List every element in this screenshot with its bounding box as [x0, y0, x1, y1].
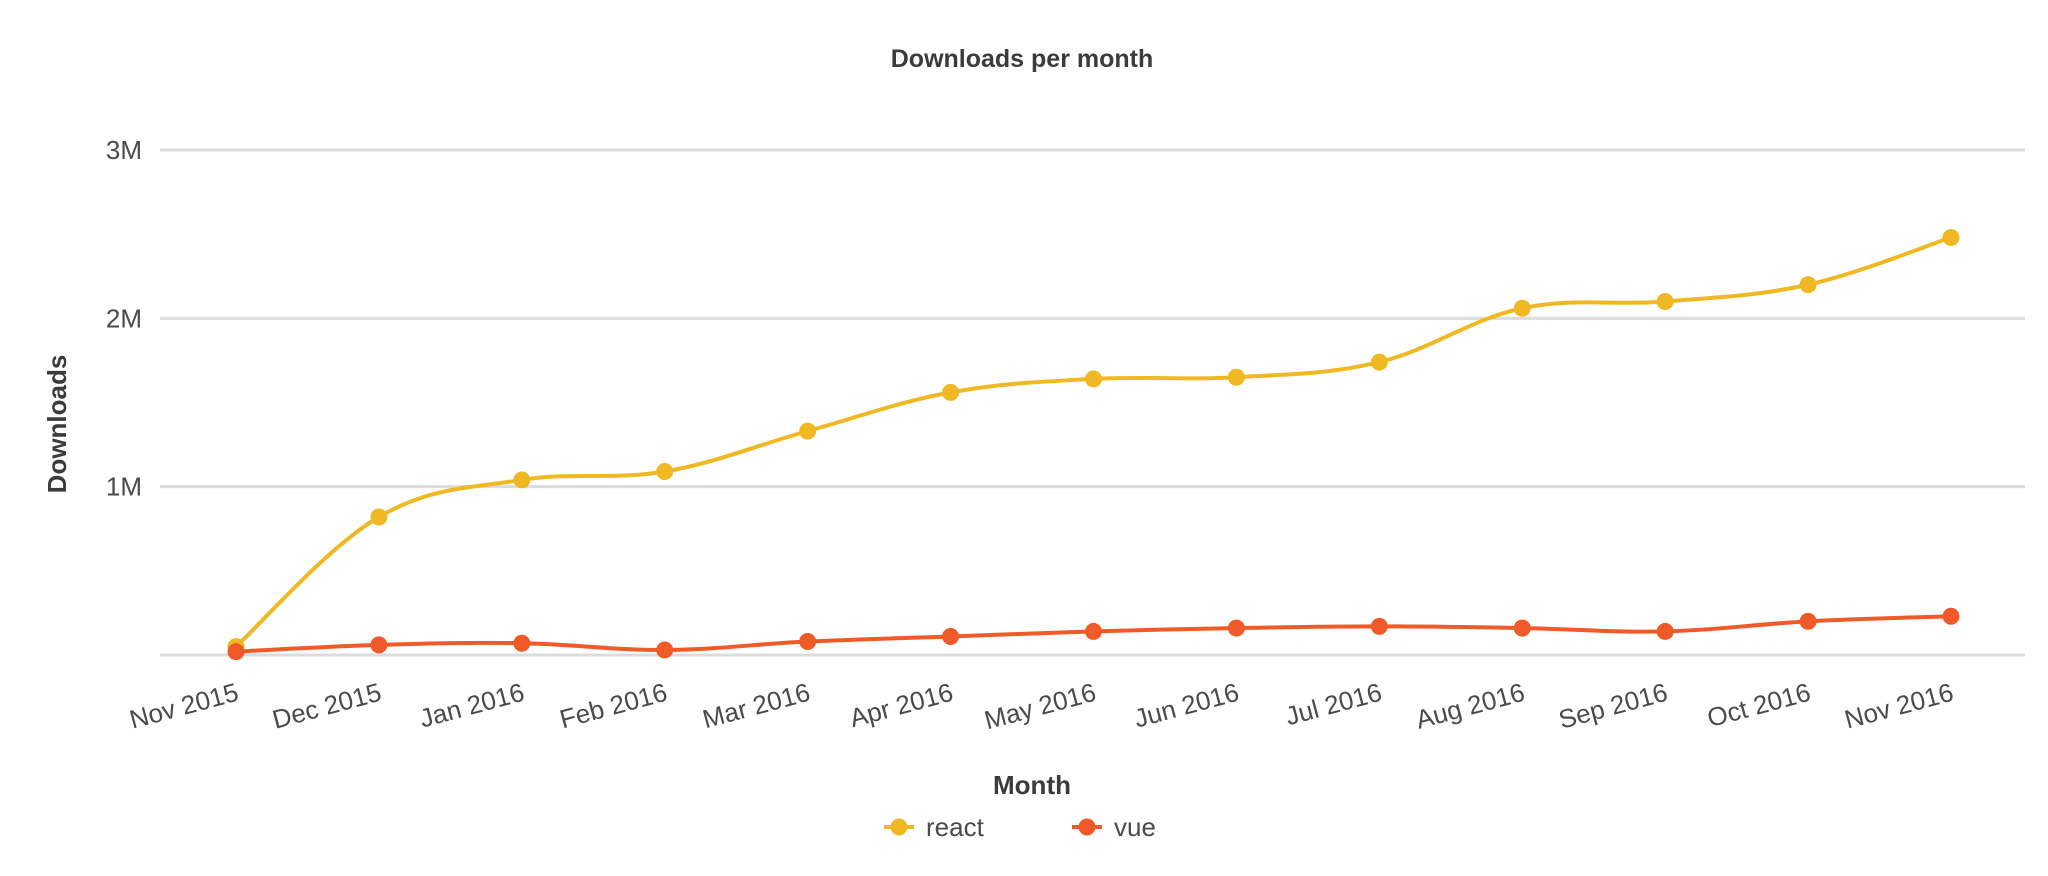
x-tick-label: Feb 2016 [556, 677, 670, 734]
x-tick-label: Apr 2016 [846, 677, 956, 733]
x-tick-label: Oct 2016 [1704, 677, 1814, 733]
series-vue [227, 607, 1960, 661]
x-tick-label: Jul 2016 [1282, 677, 1385, 731]
data-point-vue[interactable] [513, 634, 531, 652]
legend-item-react[interactable]: react [884, 812, 985, 842]
legend-label: vue [1114, 812, 1156, 842]
data-point-react[interactable] [1656, 293, 1674, 310]
chart-title: Downloads per month [891, 45, 1154, 73]
y-axis-title: Downloads [42, 355, 72, 494]
y-tick-label: 1M [106, 472, 142, 502]
data-point-vue[interactable] [1227, 619, 1245, 637]
x-tick-label: Aug 2016 [1413, 677, 1528, 735]
x-tick-label: Jan 2016 [416, 677, 527, 734]
data-point-react[interactable] [942, 383, 960, 401]
x-axis-title: Month [993, 770, 1071, 800]
data-point-vue[interactable] [1513, 619, 1531, 637]
x-tick-label: Sep 2016 [1555, 677, 1670, 735]
y-axis-ticks: 1M 2M 3M [106, 135, 142, 502]
gridlines [160, 148, 2025, 657]
x-tick-label: Dec 2015 [269, 677, 384, 735]
data-point-vue[interactable] [1656, 622, 1674, 640]
data-point-react[interactable] [1227, 368, 1245, 386]
data-point-react[interactable] [1085, 370, 1102, 388]
data-point-react[interactable] [1370, 353, 1388, 371]
series-line-react [234, 235, 1952, 649]
data-point-vue[interactable] [942, 627, 960, 645]
y-tick-label: 2M [106, 303, 142, 333]
series-layer [227, 229, 1960, 661]
legend-label: react [926, 812, 985, 842]
x-tick-label: Nov 2015 [126, 677, 241, 735]
data-point-vue[interactable] [799, 633, 817, 651]
data-point-react[interactable] [1513, 299, 1531, 317]
data-point-vue[interactable] [1370, 617, 1388, 635]
data-point-vue[interactable] [1085, 622, 1102, 640]
data-point-react[interactable] [656, 463, 674, 481]
x-tick-label: Mar 2016 [699, 677, 813, 734]
x-tick-label: May 2016 [981, 677, 1099, 736]
legend-item-vue[interactable]: vue [1072, 812, 1156, 842]
data-point-react[interactable] [1799, 276, 1817, 294]
data-point-react[interactable] [513, 471, 531, 489]
legend-marker [1078, 818, 1096, 836]
x-tick-label: Jun 2016 [1131, 677, 1242, 734]
data-point-react[interactable] [799, 422, 817, 440]
x-axis-ticks: Nov 2015 Dec 2015 Jan 2016 Feb 2016 Mar 2016… [126, 677, 1956, 736]
legend-marker [890, 818, 908, 836]
data-point-vue[interactable] [227, 643, 245, 661]
x-tick-label: Nov 2016 [1841, 677, 1956, 735]
legend[interactable]: react vue [884, 812, 1156, 842]
y-tick-label: 3M [106, 135, 142, 165]
data-point-react[interactable] [1942, 229, 1960, 247]
data-point-vue[interactable] [370, 636, 388, 654]
data-point-vue[interactable] [1799, 612, 1817, 630]
data-point-vue[interactable] [1942, 607, 1960, 625]
series-react [227, 229, 1960, 656]
data-point-vue[interactable] [656, 641, 674, 659]
data-point-react[interactable] [370, 508, 388, 526]
